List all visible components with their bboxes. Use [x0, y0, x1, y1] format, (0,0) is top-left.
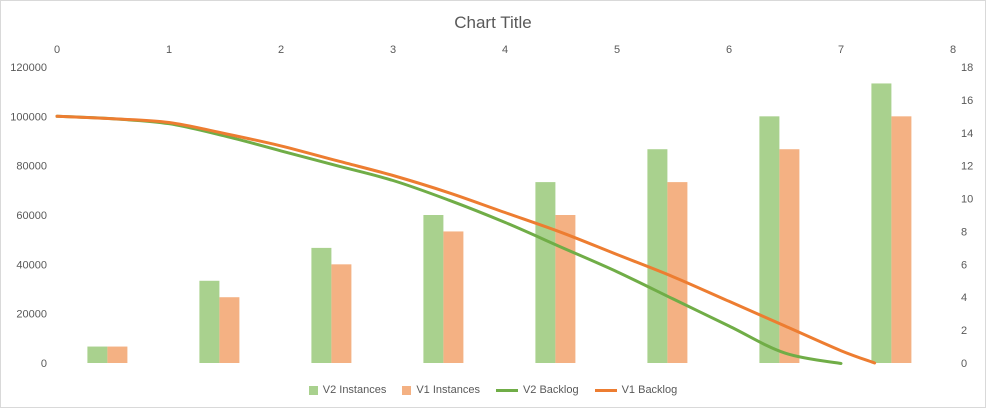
legend-swatch-v1-backlog — [594, 388, 617, 392]
bar-v1-instances-3 — [443, 231, 464, 363]
y-right-tick-label-12: 12 — [961, 161, 973, 173]
x-tick-label-0: 0 — [54, 44, 60, 56]
y-right-tick-label-8: 8 — [961, 226, 967, 238]
x-tick-label-4: 4 — [502, 44, 508, 56]
x-tick-label-7: 7 — [838, 44, 844, 56]
legend-swatch-v1-instances — [402, 385, 412, 395]
y-right-tick-label-14: 14 — [961, 128, 973, 140]
bar-v1-instances-0 — [107, 346, 128, 363]
x-tick-label-3: 3 — [390, 44, 396, 56]
legend-swatch-v2-backlog — [495, 388, 518, 392]
bar-v1-instances-7 — [891, 116, 912, 363]
bar-v2-instances-2 — [311, 247, 332, 363]
chart-legend: V2 Instances V1 Instances V2 Backlog V1 … — [1, 381, 985, 399]
x-tick-label-6: 6 — [726, 44, 732, 56]
y-left-tick-label-120000: 120000 — [10, 62, 47, 74]
legend-label-v2-backlog: V2 Backlog — [522, 384, 579, 396]
y-right-tick-label-16: 16 — [961, 95, 973, 107]
bar-v2-instances-1 — [199, 280, 220, 363]
y-right-tick-label-18: 18 — [961, 62, 973, 74]
legend-label-v2-instances: V2 Instances — [322, 384, 387, 396]
x-tick-label-1: 1 — [166, 44, 172, 56]
x-tick-label-2: 2 — [278, 44, 284, 56]
bar-v2-instances-7 — [871, 83, 892, 363]
chart-title: Chart Title — [454, 13, 532, 32]
bar-v1-instances-1 — [219, 297, 240, 363]
bar-v1-instances-6 — [779, 149, 800, 363]
legend-label-v1-instances: V1 Instances — [416, 384, 480, 396]
legend-label-v1-backlog: V1 Backlog — [621, 384, 678, 396]
y-right-tick-label-6: 6 — [961, 259, 967, 271]
y-left-tick-label-40000: 40000 — [16, 259, 47, 271]
x-tick-label-5: 5 — [614, 44, 620, 56]
y-right-tick-label-4: 4 — [961, 292, 967, 304]
bar-v2-instances-6 — [759, 116, 780, 363]
y-left-tick-label-60000: 60000 — [16, 210, 47, 222]
legend-swatch-v2-instances — [308, 385, 318, 395]
line-v1-backlog — [55, 114, 877, 365]
bar-v1-instances-2 — [331, 264, 352, 363]
y-right-tick-label-0: 0 — [961, 358, 967, 370]
bar-v2-instances-5 — [647, 149, 668, 363]
y-right-tick-label-2: 2 — [961, 325, 967, 337]
bar-v2-instances-3 — [423, 215, 444, 363]
bar-v2-instances-4 — [535, 182, 556, 363]
bar-v2-instances-0 — [87, 346, 108, 363]
legend-item-v2-instances[interactable]: V2 Instances — [308, 384, 387, 396]
legend-item-v2-backlog[interactable]: V2 Backlog — [495, 384, 579, 396]
x-tick-label-8: 8 — [950, 44, 956, 56]
legend-item-v1-backlog[interactable]: V1 Backlog — [594, 384, 678, 396]
y-left-tick-label-80000: 80000 — [16, 161, 47, 173]
bar-v1-instances-5 — [667, 182, 688, 363]
y-left-tick-label-100000: 100000 — [10, 111, 47, 123]
y-left-tick-label-20000: 20000 — [16, 309, 47, 321]
y-left-tick-label-0: 0 — [41, 358, 47, 370]
legend-item-v1-instances[interactable]: V1 Instances — [402, 384, 480, 396]
y-right-tick-label-10: 10 — [961, 194, 973, 206]
